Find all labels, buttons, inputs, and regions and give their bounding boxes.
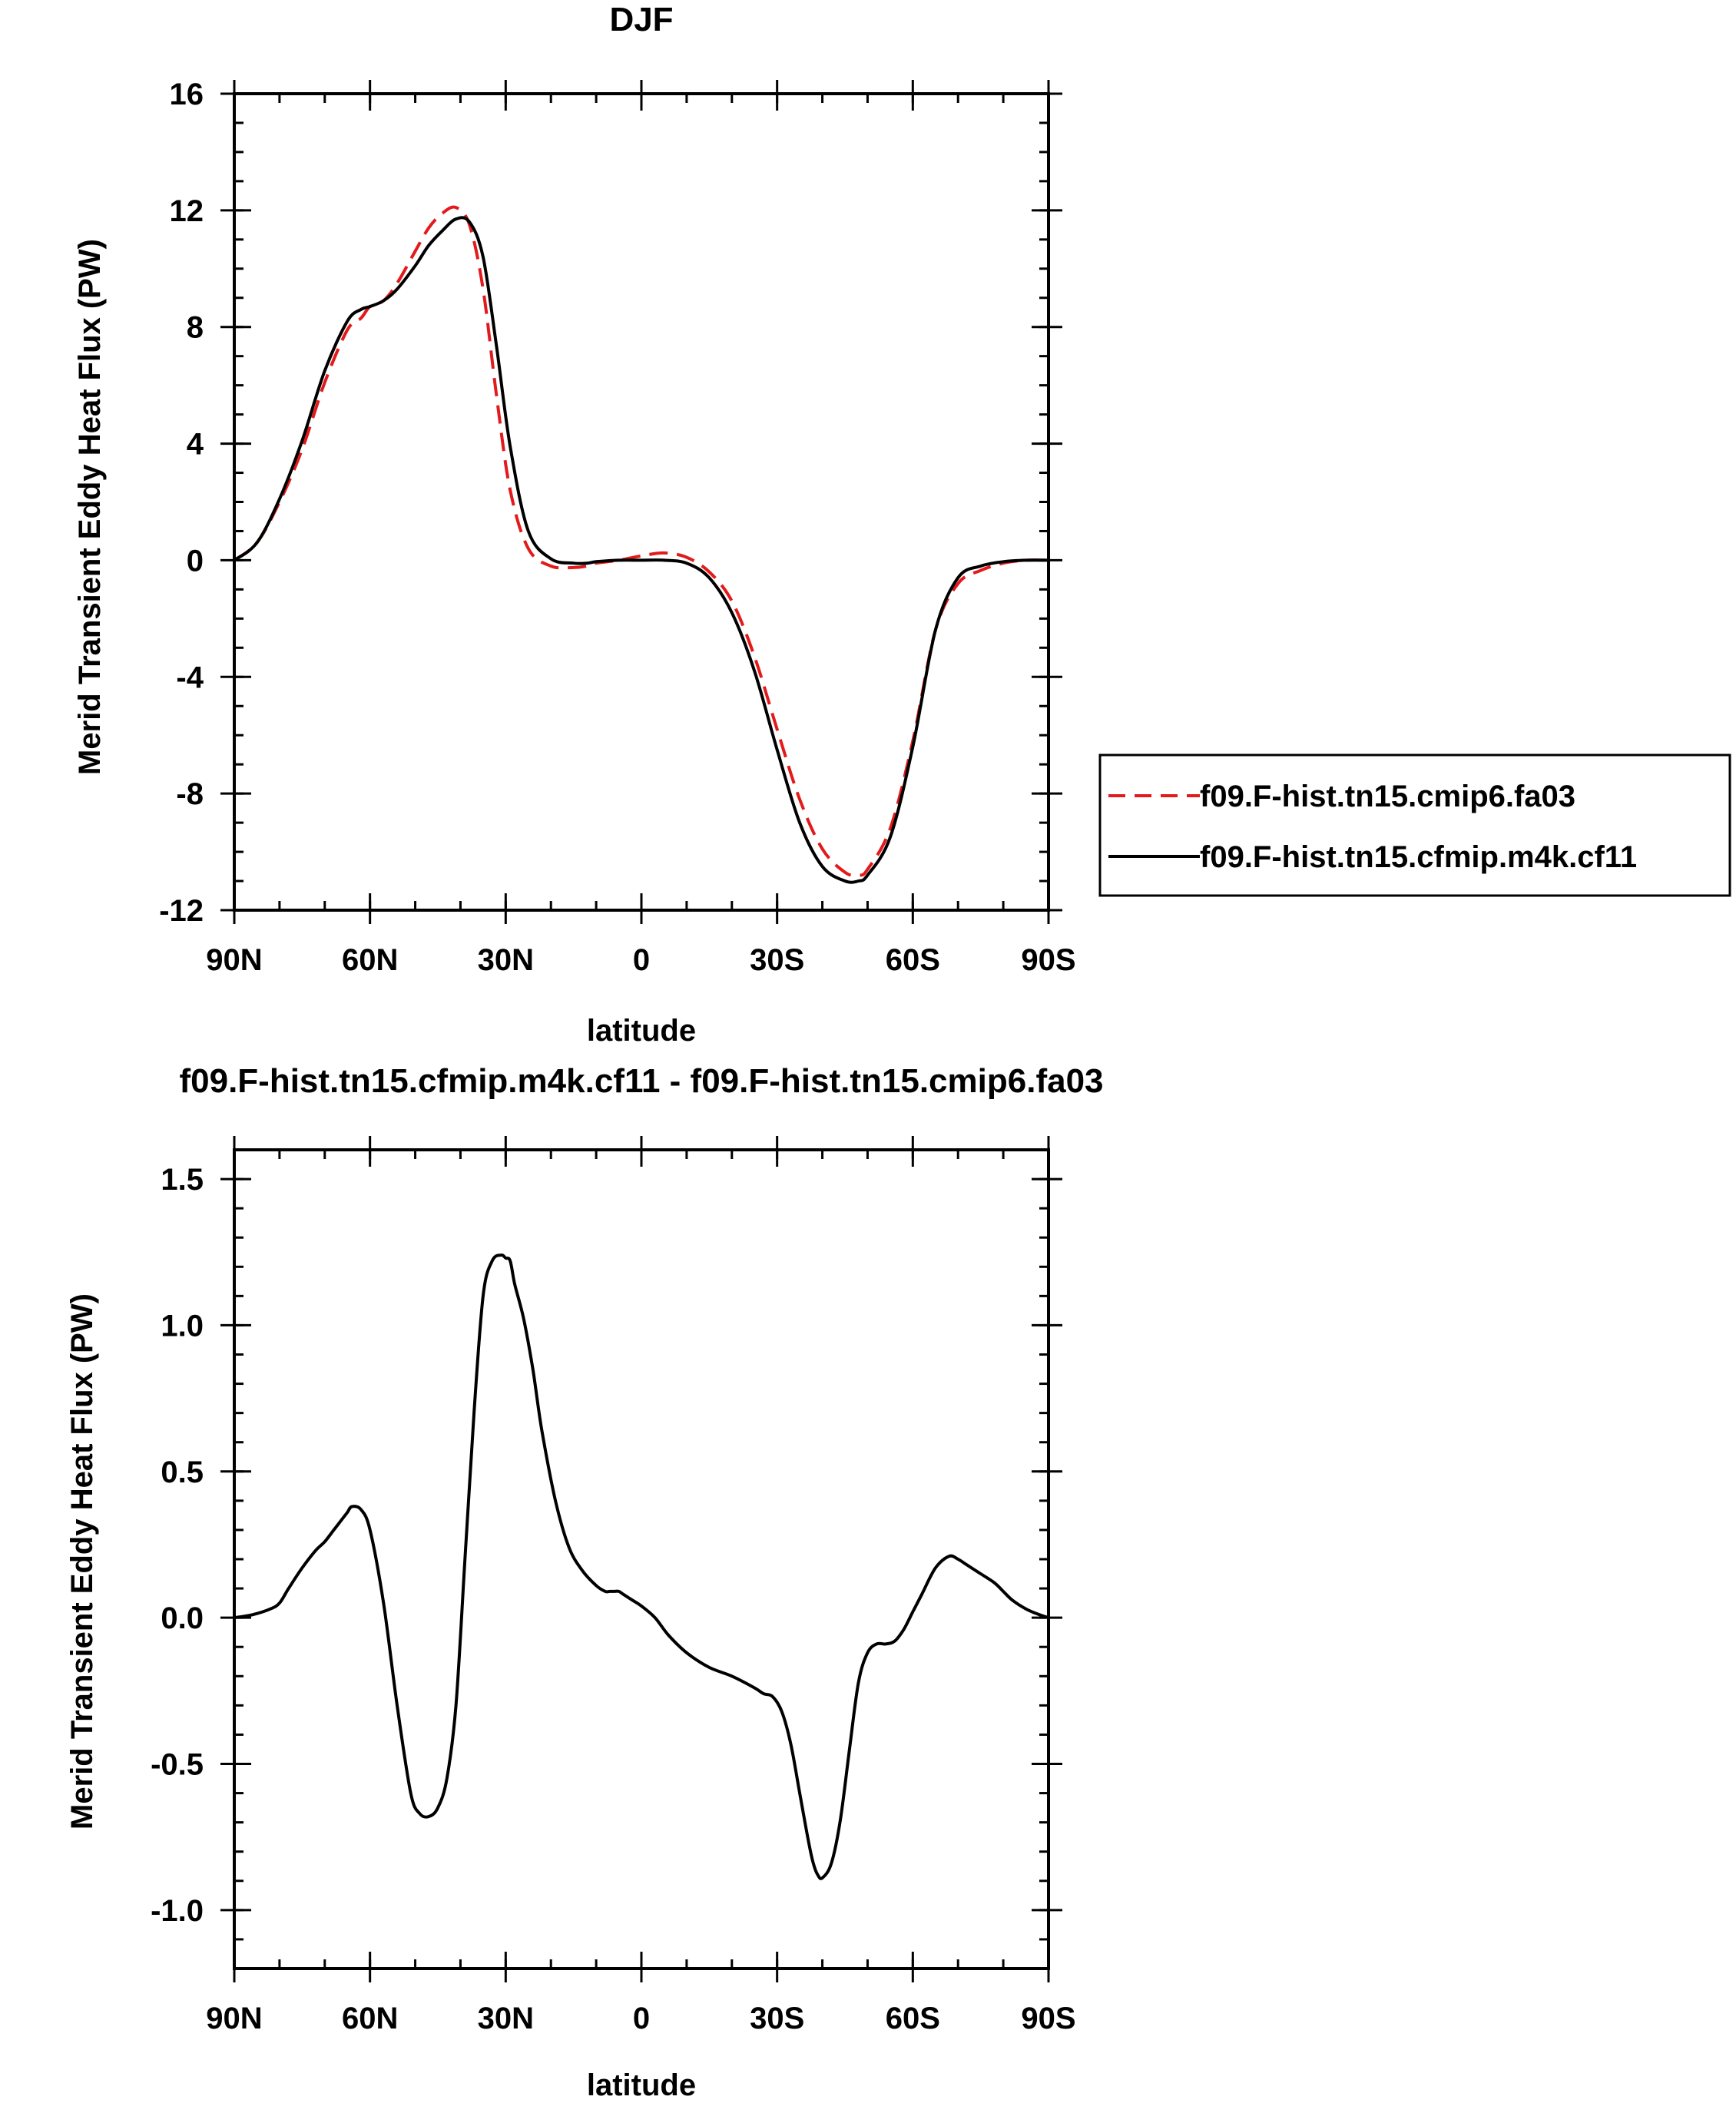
legend: f09.F-hist.tn15.cmip6.fa03 f09.F-hist.tn…: [1098, 753, 1731, 897]
legend-box: [1098, 753, 1731, 897]
bottom-chart-title: f09.F-hist.tn15.cfmip.m4k.cf11 - f09.F-h…: [179, 1062, 1103, 1100]
bottom-y-tick-label: 0.5: [161, 1456, 204, 1489]
top-x-axis-label: latitude: [587, 1014, 696, 1048]
bottom-y-axis-label: Merid Transient Eddy Heat Flux (PW): [65, 1293, 99, 1830]
bottom-y-tick-label: -1.0: [151, 1894, 204, 1928]
top-y-tick-label: 16: [170, 78, 204, 111]
top-x-tick-label: 90N: [206, 943, 262, 977]
top-chart-title: DJF: [609, 1, 673, 38]
top-chart: DJF Merid Transient Eddy Heat Flux (PW) …: [73, 1, 1076, 1048]
bottom-x-tick-label: 90S: [1021, 2002, 1075, 2035]
top-y-tick-label: 0: [187, 544, 204, 578]
top-x-tick-label: 90S: [1021, 943, 1075, 977]
bottom-y-tick-label: 1.5: [161, 1163, 204, 1197]
top-y-tick-label: 4: [187, 428, 204, 462]
top-x-tick-label: 0: [633, 943, 650, 977]
bottom-plot-frame: [233, 1148, 1050, 1970]
top-plot-lines: [233, 205, 1049, 884]
top-tick-labels: 90N 60N 30N 0 30S 60S 90S 16 12 8 4 0 -4 -8 -12: [159, 78, 1075, 977]
bottom-x-tick-label: 90N: [206, 2002, 262, 2035]
top-y-tick-label: -4: [176, 661, 204, 694]
bottom-x-tick-label: 0: [633, 2002, 650, 2035]
top-x-tick-label: 30N: [478, 943, 534, 977]
bottom-plot-lines: [234, 1254, 1049, 1880]
bottom-x-tick-label: 60N: [342, 2002, 398, 2035]
top-y-tick-label: 8: [187, 311, 204, 345]
top-x-tick-label: 60S: [886, 943, 940, 977]
top-y-axis-label: Merid Transient Eddy Heat Flux (PW): [73, 239, 107, 775]
bottom-y-tick-label: 1.0: [161, 1309, 204, 1343]
legend-label-cf11: f09.F-hist.tn15.cfmip.m4k.cf11: [1200, 840, 1637, 874]
bottom-x-tick-label: 30S: [750, 2002, 804, 2035]
top-y-tick-label: 12: [170, 194, 204, 228]
bottom-y-tick-label: 0.0: [161, 1601, 204, 1635]
top-y-tick-label: -8: [176, 777, 204, 811]
top-series-line-1: [233, 216, 1049, 884]
bottom-x-tick-label: 30N: [478, 2002, 534, 2035]
bottom-series-line-0: [234, 1254, 1049, 1880]
top-plot-frame: [233, 92, 1050, 912]
top-series-line-0: [233, 205, 1049, 878]
top-y-tick-label: -12: [159, 894, 204, 928]
bottom-tick-labels: 90N 60N 30N 0 30S 60S 90S 1.5 1.0 0.5 0.0 -0.5 -1.0: [151, 1163, 1076, 2035]
bottom-chart: f09.F-hist.tn15.cfmip.m4k.cf11 - f09.F-h…: [65, 1062, 1104, 2102]
top-x-tick-label: 60N: [342, 943, 398, 977]
bottom-x-axis-label: latitude: [587, 2068, 696, 2102]
bottom-x-tick-label: 60S: [886, 2002, 940, 2035]
bottom-y-tick-label: -0.5: [151, 1748, 204, 1782]
top-x-tick-label: 30S: [750, 943, 804, 977]
legend-label-fa03: f09.F-hist.tn15.cmip6.fa03: [1200, 780, 1575, 813]
